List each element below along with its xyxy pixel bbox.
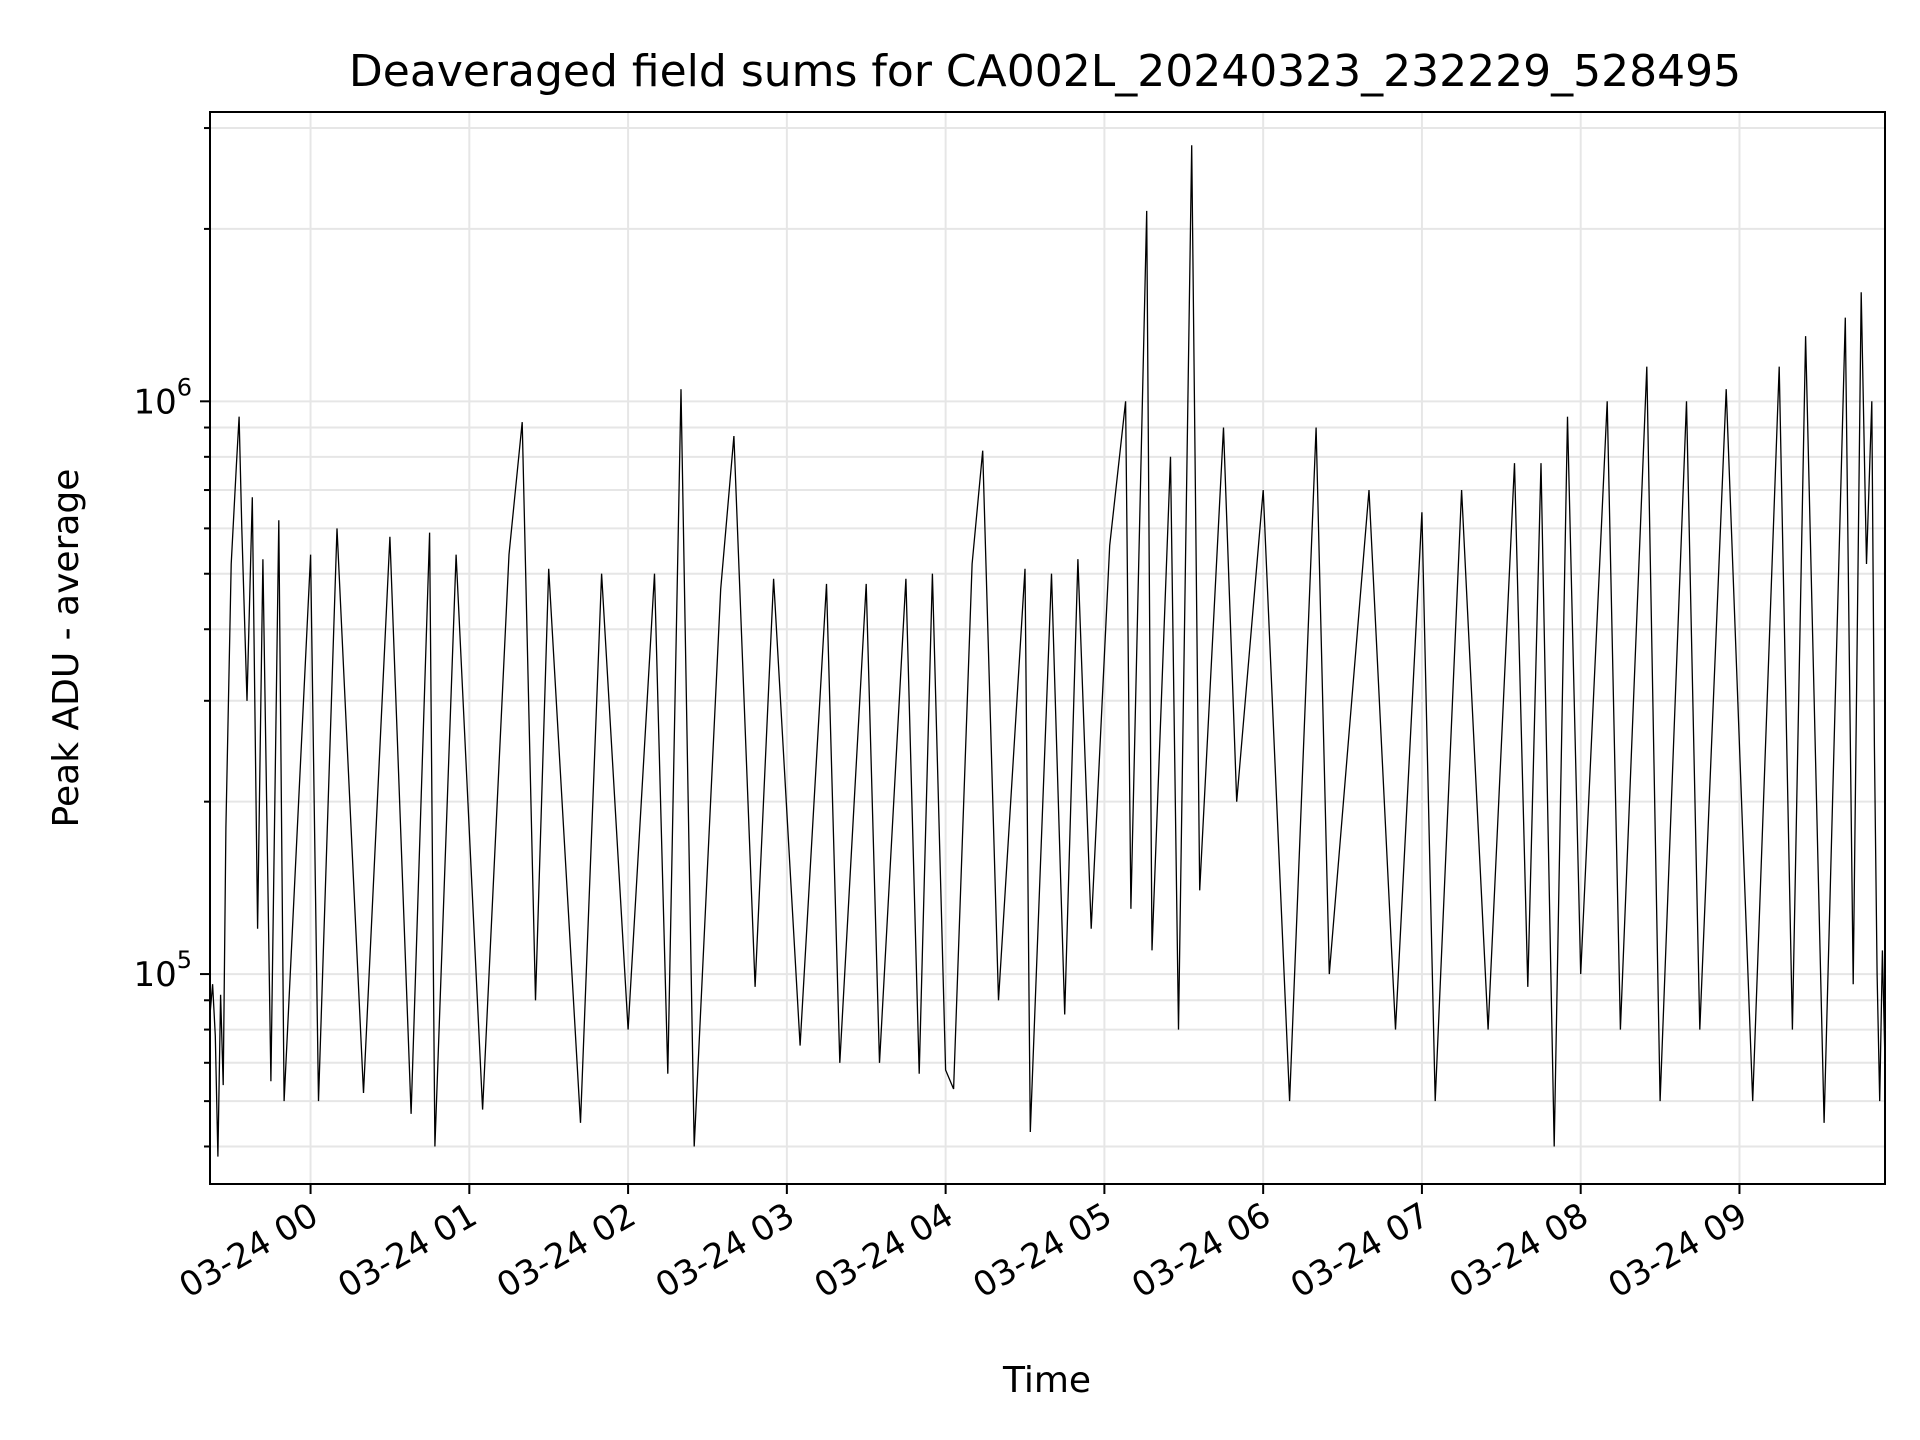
plot-frame (209, 111, 1886, 1185)
y-axis-ticks: 105 106 (133, 127, 210, 1148)
chart-title: Deaveraged field sums for CA002L_2024032… (349, 46, 1741, 97)
y-tick-label: 105 (133, 946, 192, 995)
grid (210, 112, 1885, 1184)
y-tick-label: 106 (133, 373, 192, 422)
series-line (209, 145, 1886, 1157)
y-axis-label: Peak ADU - average (46, 469, 87, 828)
x-axis-label: Time (1002, 1360, 1091, 1401)
